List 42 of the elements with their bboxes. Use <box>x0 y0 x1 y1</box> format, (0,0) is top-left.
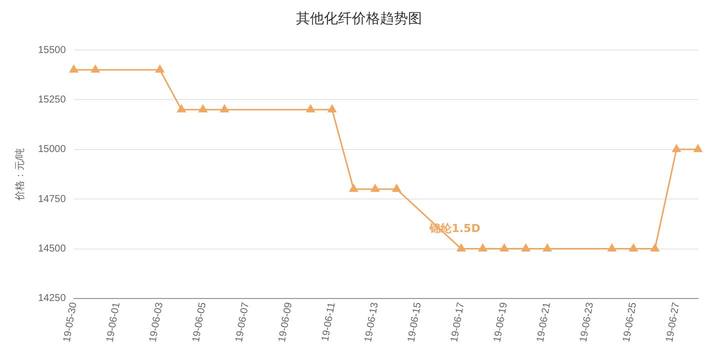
x-tick-label: 19-06-19 <box>492 301 510 343</box>
x-tick-label: 19-06-23 <box>578 301 596 343</box>
x-tick-label: 19-06-25 <box>621 301 640 343</box>
point <box>629 244 638 252</box>
y-tick-label: 15500 <box>38 44 66 56</box>
x-tick-label: 19-06-03 <box>148 301 166 343</box>
y-axis-title: 价格：元/吨 <box>14 148 26 202</box>
x-tick-label: 19-06-09 <box>276 301 295 343</box>
point <box>306 104 315 112</box>
point <box>349 184 358 192</box>
x-tick-label: 19-06-05 <box>190 301 209 343</box>
x-tick-label: 19-06-11 <box>320 301 338 342</box>
point <box>370 184 380 192</box>
x-tick-label: 19-06-15 <box>406 301 424 343</box>
point <box>500 244 508 252</box>
point <box>91 65 100 73</box>
point <box>156 65 164 73</box>
chart-title: 其他化纤价格趋势图 <box>295 10 423 28</box>
x-tick-label: 19-06-07 <box>234 301 252 343</box>
x-tick-label: 19-06-27 <box>664 301 682 343</box>
point <box>522 244 530 252</box>
x-tick-label: 19-06-13 <box>363 301 381 343</box>
y-tick-label: 15250 <box>38 94 66 106</box>
y-tick-label: 14750 <box>38 194 66 205</box>
point <box>328 104 336 112</box>
point <box>672 144 681 152</box>
x-tick-label: 19-06-17 <box>449 301 467 343</box>
point <box>650 244 660 252</box>
point <box>198 104 208 112</box>
point <box>392 184 401 192</box>
point <box>543 244 552 252</box>
point <box>608 244 616 252</box>
point <box>478 244 487 252</box>
y-tick-label: 14500 <box>38 244 66 255</box>
point <box>177 104 186 112</box>
x-tick-label: 19-06-01 <box>104 301 123 343</box>
point <box>220 104 229 112</box>
x-tick-label: 19-06-21 <box>535 301 554 343</box>
point <box>70 65 78 73</box>
point <box>694 144 702 152</box>
point <box>457 244 466 252</box>
y-tick-label: 15000 <box>38 144 66 156</box>
